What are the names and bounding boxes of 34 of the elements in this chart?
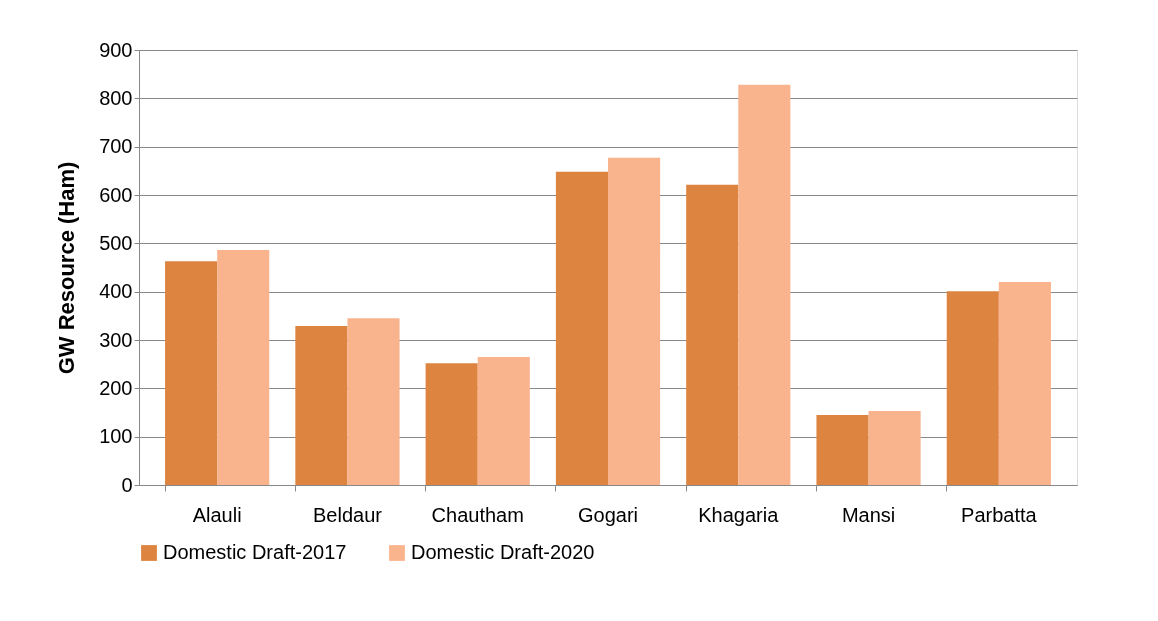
y-tick-label: 400	[99, 280, 133, 303]
y-tick-label: 100	[99, 425, 133, 448]
bar	[998, 282, 1051, 485]
y-tick-label: 500	[99, 231, 133, 254]
bar	[425, 363, 478, 485]
legend-label: Domestic Draft-2020	[411, 541, 595, 563]
y-tick-label: 800	[99, 86, 133, 109]
y-tick-label: 600	[99, 183, 133, 206]
legend-label: Domestic Draft-2017	[163, 541, 347, 563]
bar	[217, 250, 270, 485]
y-tick-label: 900	[99, 38, 133, 61]
x-tick-label: Beldaur	[312, 503, 383, 526]
y-tick-label: 0	[121, 473, 133, 496]
y-axis-title: GW Resource (Ham)	[54, 161, 80, 375]
bar	[165, 261, 218, 485]
bar	[295, 325, 348, 485]
x-tick-label: Alauli	[192, 503, 242, 526]
x-tick-label: Chautham	[431, 503, 524, 526]
y-tick-label: 700	[99, 135, 133, 158]
y-tick-label: 200	[99, 376, 133, 399]
bar	[477, 356, 530, 485]
bar	[608, 157, 661, 485]
bar	[555, 171, 608, 485]
x-tick-label: Parbatta	[961, 503, 1038, 526]
x-tick-label: Khagaria	[698, 503, 780, 526]
bar	[686, 184, 739, 485]
bar	[946, 291, 999, 485]
bar	[868, 411, 921, 485]
bar	[347, 318, 400, 485]
x-tick-label: Gogari	[577, 503, 639, 526]
bar	[738, 84, 791, 485]
x-tick-label: Mansi	[841, 503, 896, 526]
y-tick-label: 300	[99, 328, 133, 351]
bar	[816, 414, 869, 485]
